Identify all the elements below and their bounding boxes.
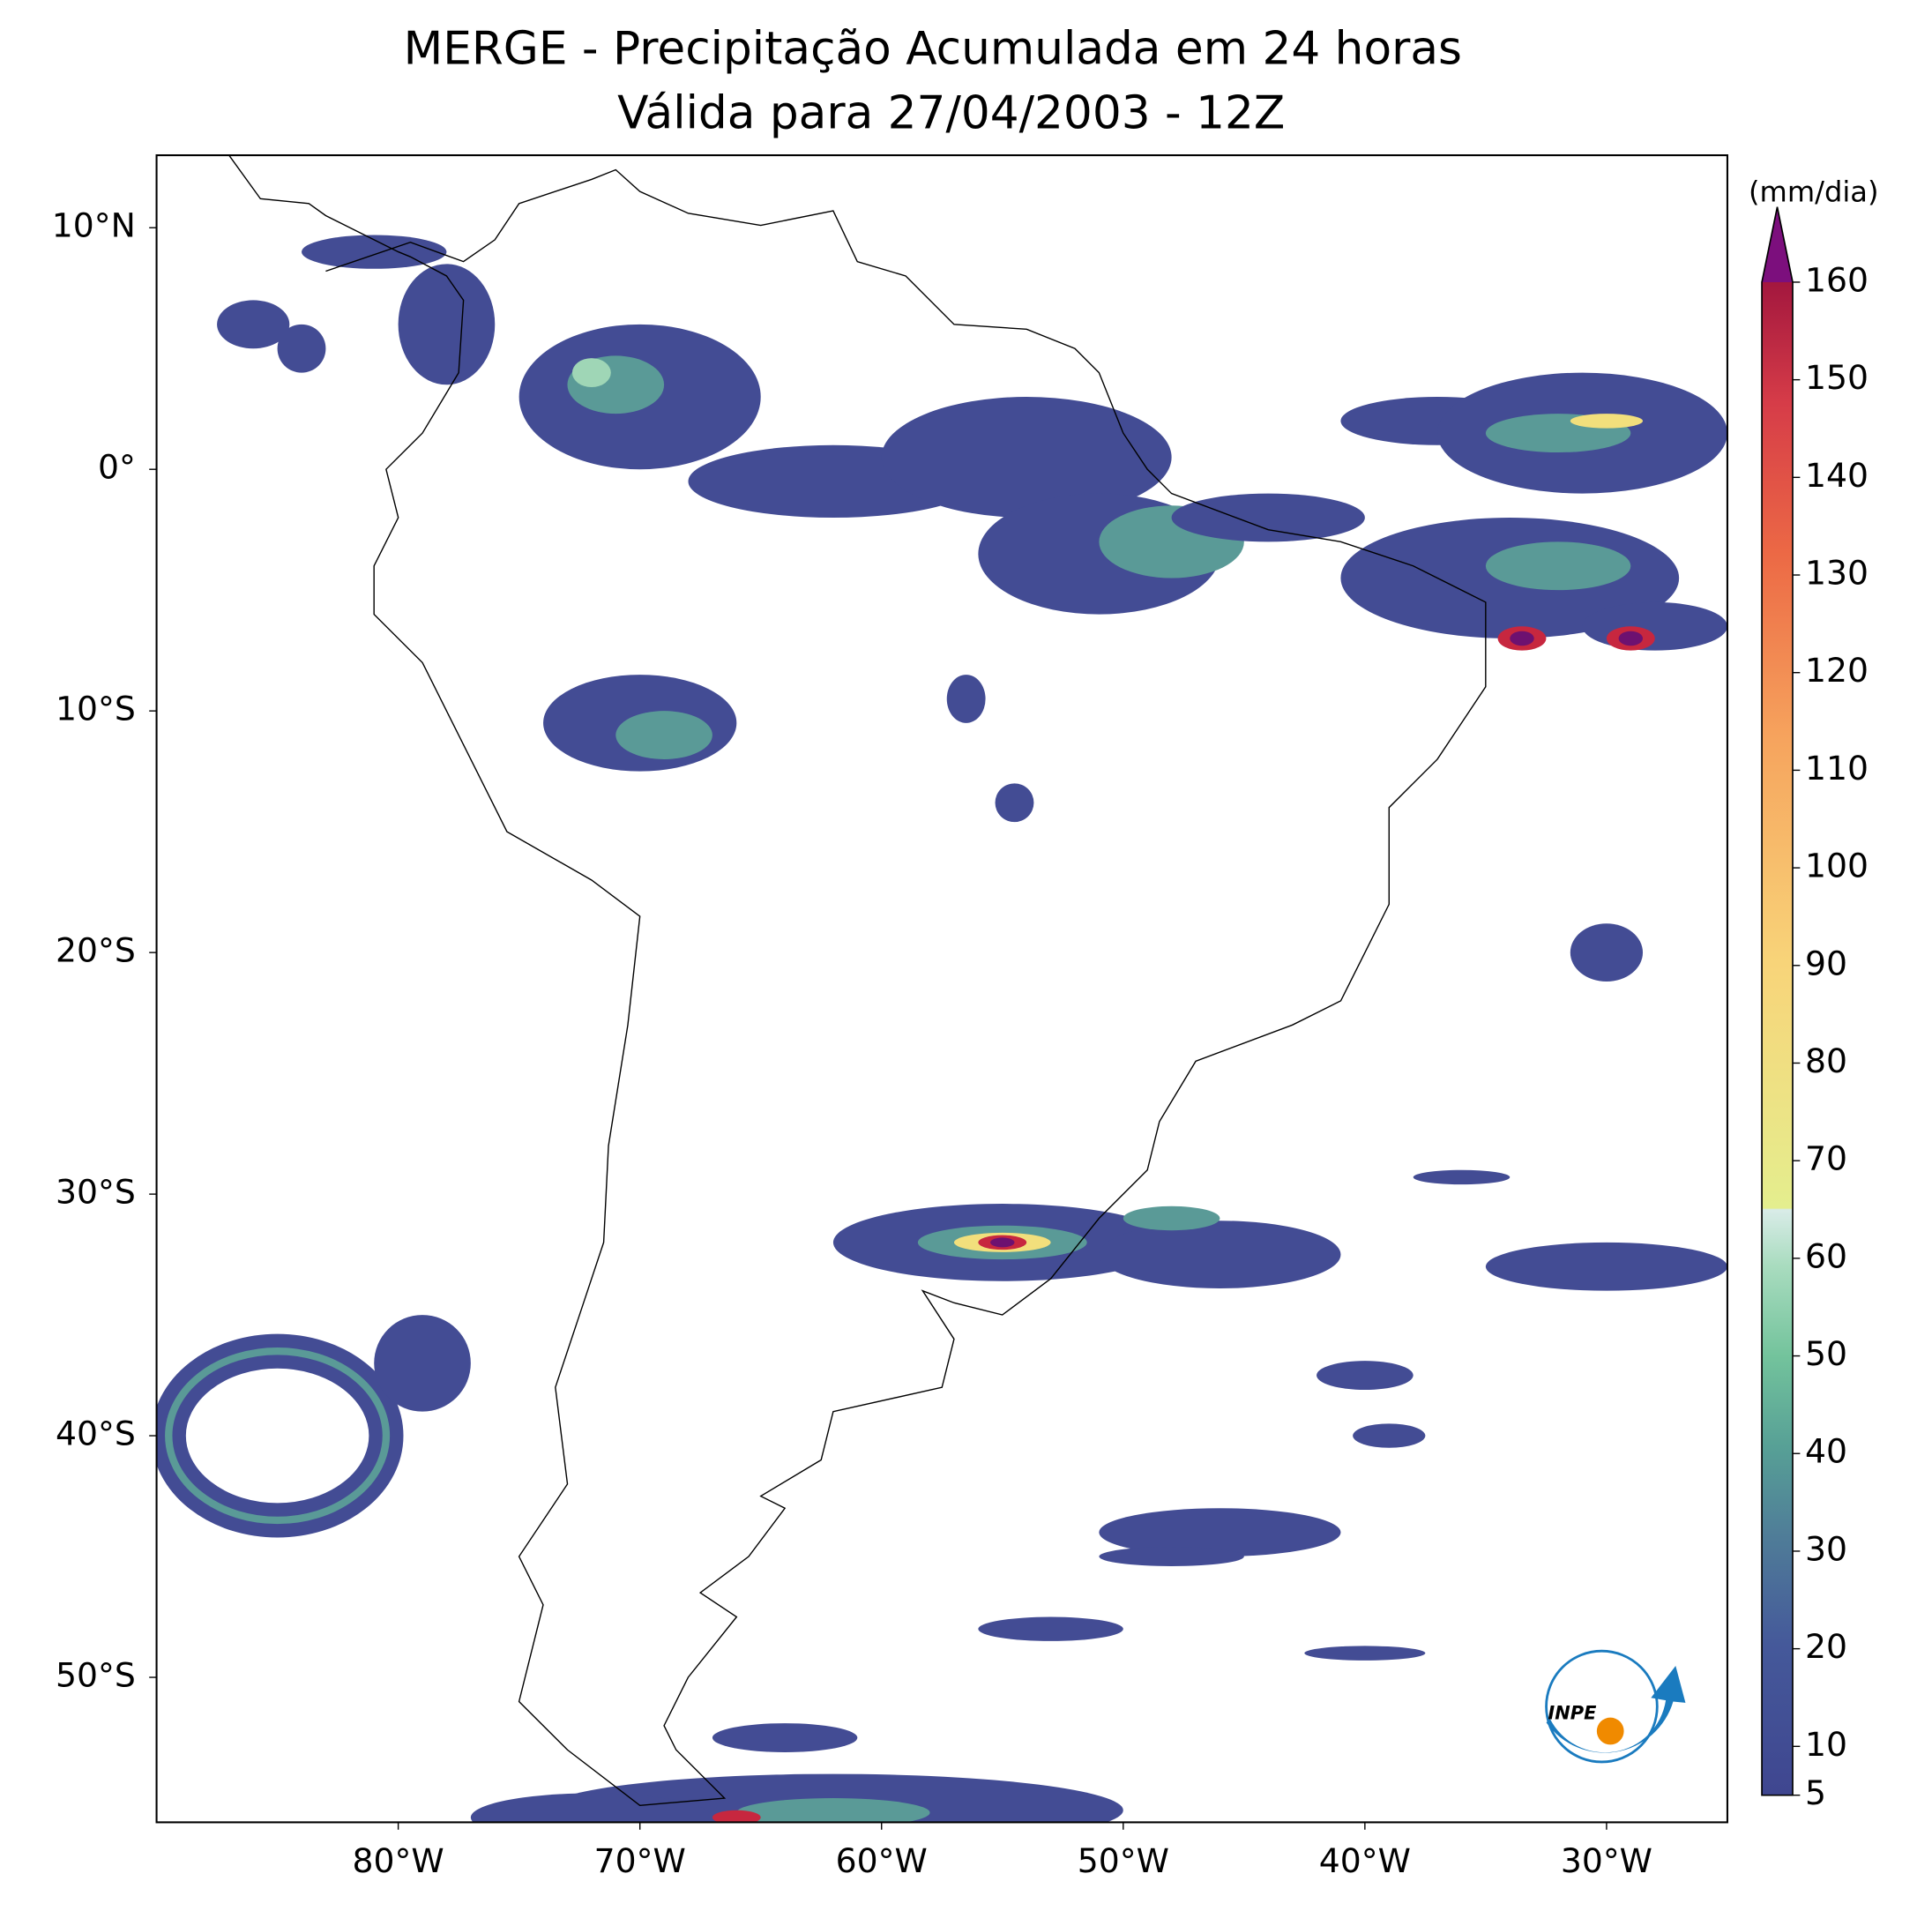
- x-tick-label: 80°W: [353, 1841, 444, 1880]
- y-tick-label: 40°S: [56, 1415, 136, 1453]
- colorbar-tick-label: 160: [1805, 260, 1869, 299]
- precip-area: [1353, 1423, 1426, 1448]
- precip-area: [712, 1810, 761, 1823]
- precip-area: [1618, 631, 1644, 646]
- x-tick-label: 60°W: [836, 1841, 928, 1880]
- precip-area: [1510, 631, 1534, 646]
- colorbar-extend: [1762, 206, 1793, 282]
- colorbar-tick-label: 60: [1805, 1236, 1847, 1275]
- x-tick-label: 70°W: [594, 1841, 686, 1880]
- colorbar-tick-label: 130: [1805, 554, 1869, 593]
- precip-area: [978, 1616, 1123, 1641]
- precip-area: [1413, 1169, 1511, 1185]
- precip-area: [1317, 1361, 1414, 1391]
- precip-area: [1099, 1547, 1244, 1567]
- y-tick-label: 0°: [98, 448, 136, 487]
- colorbar-tick-label: 120: [1805, 651, 1869, 690]
- precip-area: [165, 1347, 391, 1525]
- colorbar-tick-label: 30: [1805, 1529, 1847, 1568]
- logo-arrow: [1546, 1665, 1686, 1753]
- precip-area: [1171, 493, 1365, 542]
- precip-area: [301, 235, 447, 269]
- y-tick-label: 30°S: [56, 1173, 136, 1212]
- precip-area: [1582, 601, 1727, 651]
- colorbar-tick-label: 140: [1805, 456, 1869, 495]
- precip-area: [217, 300, 290, 349]
- precip-area: [1123, 1206, 1220, 1231]
- precip-area: [277, 324, 326, 373]
- precip-area: [571, 358, 611, 388]
- precip-area: [1304, 1646, 1426, 1661]
- colorbar-tick-label: 150: [1805, 358, 1869, 397]
- precip-area: [374, 1315, 471, 1412]
- precip-area: [1099, 1221, 1341, 1288]
- map-frame: [155, 153, 1728, 1824]
- precip-area: [1485, 541, 1631, 591]
- y-tick-label: 10°S: [56, 690, 136, 728]
- precip-area: [1570, 414, 1644, 429]
- precip-area: [470, 1793, 712, 1823]
- logo-sun: [1596, 1717, 1624, 1745]
- subtitle: Válida para 27/04/2003 - 12Z: [617, 86, 1285, 139]
- precip-area: [712, 1723, 858, 1752]
- precip-area: [995, 783, 1034, 823]
- y-tick-label: 10°N: [52, 206, 136, 245]
- colorbar-tick-label: 20: [1805, 1627, 1847, 1666]
- precip-area: [946, 675, 986, 723]
- y-tick-label: 50°S: [56, 1656, 136, 1695]
- precip-area: [990, 1237, 1015, 1248]
- colorbar: [1762, 281, 1793, 1795]
- precip-area: [1570, 923, 1644, 982]
- colorbar-tick-label: 90: [1805, 944, 1847, 982]
- logo-text: INPE: [1548, 1702, 1597, 1723]
- precip-area: [1485, 1242, 1727, 1291]
- colorbar-label: (mm/dia): [1749, 175, 1878, 208]
- colorbar-tick-label: 50: [1805, 1334, 1847, 1373]
- colorbar-tick-label: 80: [1805, 1041, 1847, 1080]
- precip-area: [881, 397, 1172, 518]
- colorbar-tick-label: 5: [1805, 1773, 1826, 1812]
- precip-area: [398, 264, 496, 385]
- precip-area: [615, 711, 712, 759]
- map-layer: [156, 155, 1727, 1823]
- precip-area: [736, 1798, 930, 1823]
- colorbar-frame: [1761, 206, 1794, 1796]
- x-tick-label: 30°W: [1561, 1841, 1652, 1880]
- colorbar-tick-label: 10: [1805, 1725, 1847, 1764]
- x-tick-label: 40°W: [1319, 1841, 1411, 1880]
- logo-ring: [1545, 1649, 1659, 1764]
- y-tick-label: 20°S: [56, 931, 136, 970]
- title: MERGE - Precipitação Acumulada em 24 hor…: [404, 23, 1462, 76]
- precip-area: [1099, 1508, 1341, 1557]
- colorbar-tick-label: 40: [1805, 1432, 1847, 1471]
- colorbar-tick-label: 100: [1805, 847, 1869, 885]
- x-tick-label: 50°W: [1078, 1841, 1169, 1880]
- coastline: [226, 155, 1487, 1806]
- logo: INPE: [1545, 1649, 1686, 1764]
- colorbar-tick-label: 110: [1805, 749, 1869, 788]
- colorbar-tick-label: 70: [1805, 1139, 1847, 1178]
